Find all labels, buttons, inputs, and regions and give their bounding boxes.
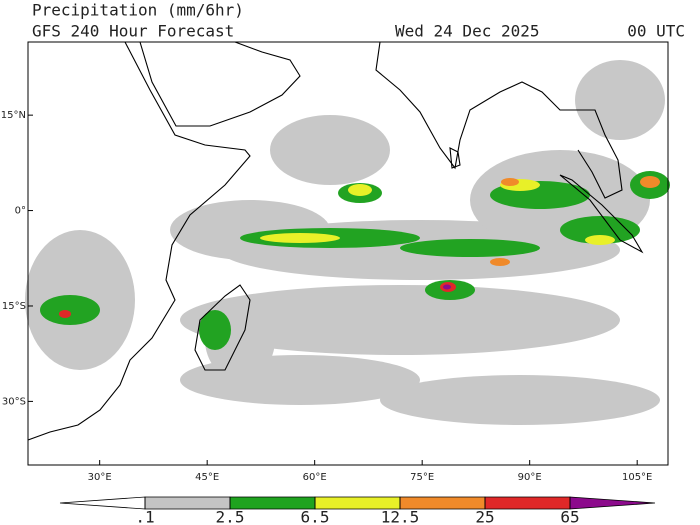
map-area <box>25 41 670 466</box>
lon-tick-label: 75°E <box>410 472 434 483</box>
colorbar-label: 65 <box>560 508 579 525</box>
colorbar-segment <box>484 496 571 510</box>
colorbar-segment <box>59 496 146 510</box>
lat-tick-label: 15°S <box>2 301 26 312</box>
lon-tick-label: 30°E <box>88 472 112 483</box>
lat-tick-label: 0° <box>15 206 26 217</box>
title: Precipitation (mm/6hr) <box>32 1 244 20</box>
colorbar-label: 12.5 <box>381 508 420 525</box>
coastlines <box>27 41 644 441</box>
map-frame <box>27 41 669 466</box>
colorbar-label: .1 <box>135 508 154 525</box>
colorbar-label: 2.5 <box>216 508 245 525</box>
precip-field <box>25 60 670 425</box>
lon-tick-label: 45°E <box>195 472 219 483</box>
colorbar-label: 6.5 <box>301 508 330 525</box>
colorbar-label: 25 <box>475 508 494 525</box>
lat-tick-label: 30°S <box>2 396 26 407</box>
lon-tick-label: 60°E <box>303 472 327 483</box>
lon-tick-label: 105°E <box>622 472 652 483</box>
colorbar-segment <box>569 496 656 510</box>
lon-tick-label: 90°E <box>518 472 542 483</box>
subtitle: GFS 240 Hour Forecast <box>32 22 234 41</box>
valid-date: Wed 24 Dec 2025 <box>395 22 540 41</box>
lat-tick-label: 15°N <box>1 110 26 121</box>
valid-time: 00 UTC <box>627 22 685 41</box>
